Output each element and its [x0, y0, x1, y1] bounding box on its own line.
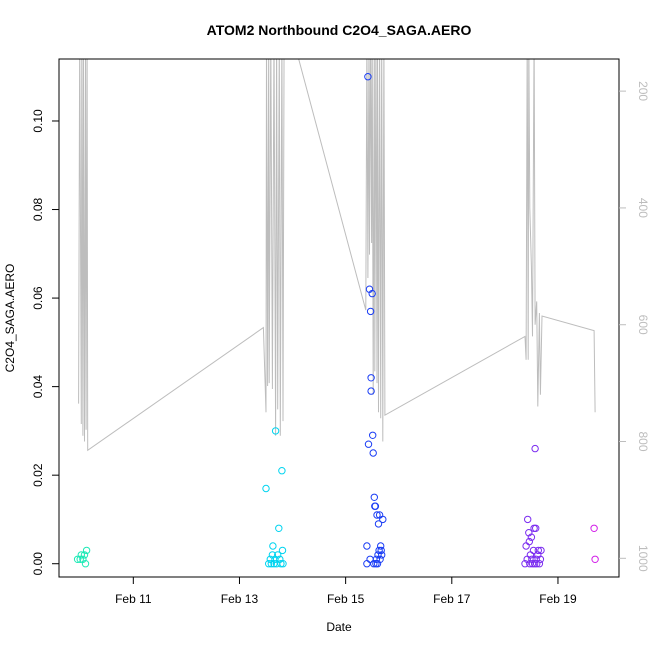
data-point [267, 560, 275, 568]
data-point [535, 560, 544, 568]
data-point [376, 555, 384, 563]
data-point [363, 542, 371, 550]
data-point [373, 511, 381, 519]
data-point [529, 546, 538, 555]
x-tick-label: Feb 17 [433, 592, 471, 606]
y-tick-label: 0.06 [31, 286, 45, 310]
data-point [521, 560, 529, 568]
data-point [367, 387, 375, 395]
data-point [73, 555, 82, 563]
y2-tick-label: 600 [636, 315, 650, 335]
data-point [370, 493, 378, 501]
data-point [526, 560, 534, 568]
data-point [271, 427, 280, 435]
data-point [379, 515, 387, 524]
plot-frame [58, 58, 620, 578]
y2-tick-label: 200 [636, 81, 650, 101]
plot-area [73, 59, 599, 568]
x-tick-label: Feb 13 [221, 592, 259, 606]
data-point [278, 467, 286, 475]
data-point [274, 551, 282, 559]
data-point [80, 551, 89, 559]
y-tick-label: 0.08 [31, 197, 45, 221]
chart-title: ATOM2 Northbound C2O4_SAGA.AERO [207, 22, 472, 38]
data-point [590, 524, 598, 532]
x-tick-label: Feb 19 [539, 592, 577, 606]
y-axis: 0.00 0.02 0.04 0.06 0.08 0.10 [31, 109, 59, 575]
pressure-line [78, 59, 596, 452]
data-point [371, 502, 380, 510]
data-point [531, 444, 539, 453]
y-tick-label: 0.04 [31, 375, 45, 399]
x-axis-label: Date [326, 620, 352, 634]
x-tick-label: Feb 15 [327, 592, 365, 606]
data-point [265, 560, 273, 568]
data-point [364, 73, 372, 81]
x-axis: Feb 11 Feb 13 Feb 15 Feb 17 Feb 19 [115, 577, 577, 606]
data-point [270, 560, 278, 568]
y2-tick-label: 400 [636, 198, 650, 218]
data-point [369, 449, 377, 457]
x-tick-label: Feb 11 [115, 592, 152, 606]
y-tick-label: 0.02 [31, 463, 45, 487]
y2-axis: 200 400 600 800 1000 [619, 81, 650, 572]
data-point [591, 555, 599, 563]
data-point [364, 440, 373, 448]
data-point [530, 560, 539, 568]
y-tick-label: 0.00 [31, 552, 45, 576]
data-point [367, 374, 375, 382]
data-point [262, 484, 270, 493]
data-point [368, 289, 376, 298]
data-point [269, 542, 277, 550]
data-point [366, 307, 375, 316]
y2-tick-label: 800 [636, 431, 650, 451]
data-point [374, 520, 383, 528]
data-point [537, 546, 545, 555]
data-point [76, 555, 84, 563]
data-point [82, 546, 91, 555]
data-point [372, 555, 381, 563]
data-point [278, 546, 287, 555]
data-point [532, 524, 540, 532]
data-point [277, 560, 285, 568]
pressure-series [78, 59, 596, 452]
data-point [377, 546, 385, 555]
data-point [534, 546, 542, 555]
data-point [275, 524, 283, 532]
scatter-points [73, 73, 599, 568]
data-point [77, 551, 86, 559]
y-axis-label: C2O4_SAGA.AERO [3, 264, 17, 373]
data-point [536, 555, 545, 563]
y2-tick-label: 1000 [636, 545, 650, 572]
data-point [279, 560, 287, 568]
data-point [524, 515, 532, 524]
y-tick-label: 0.10 [31, 109, 45, 133]
data-point [528, 560, 537, 568]
data-point [525, 537, 533, 546]
data-point [266, 555, 274, 563]
data-point [377, 542, 385, 550]
data-point [378, 551, 386, 559]
data-point [369, 431, 377, 439]
data-point [527, 533, 536, 541]
data-point [81, 560, 90, 568]
data-point [533, 560, 541, 568]
